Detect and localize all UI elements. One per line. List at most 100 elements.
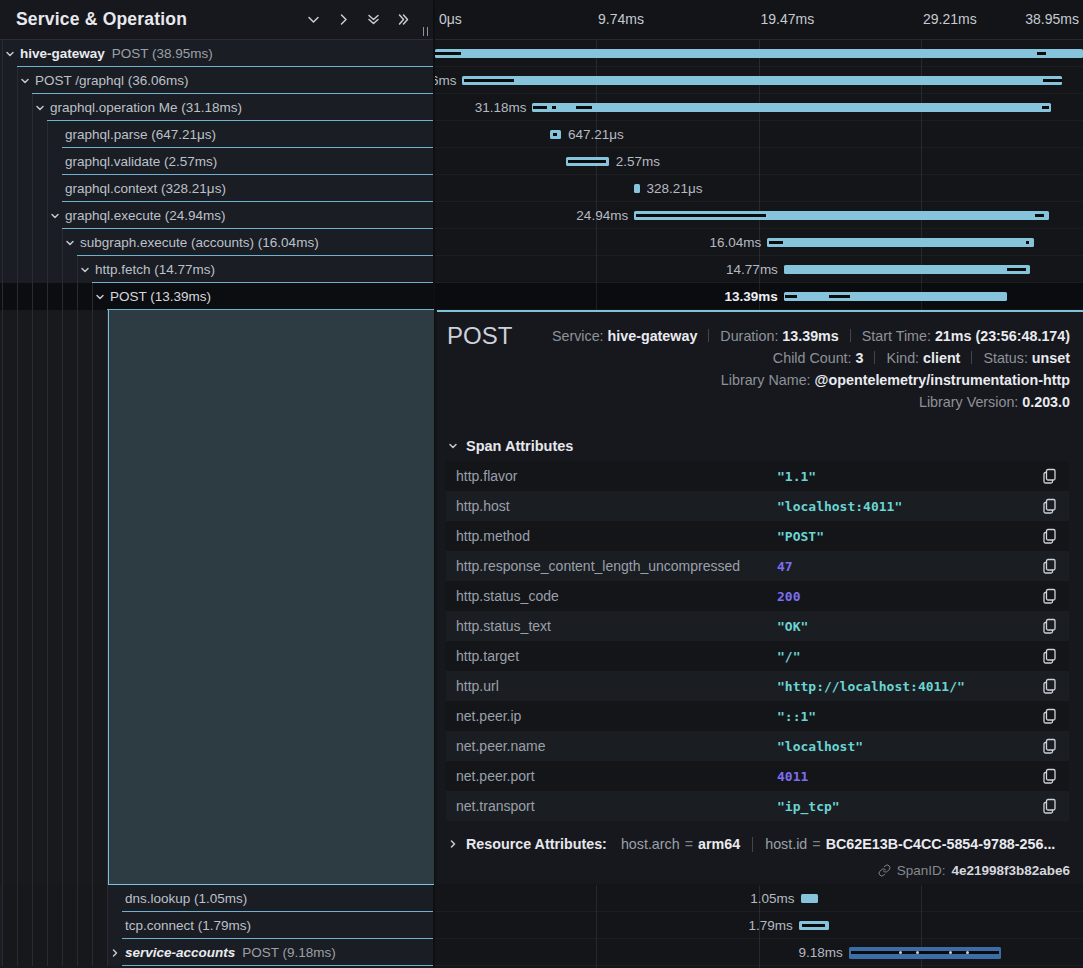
expand-one-icon[interactable] bbox=[336, 12, 351, 27]
resource-value: BC62E13B-C4CC-5854-9788-256... bbox=[826, 836, 1056, 852]
ruler-tick: 19.47ms bbox=[761, 11, 815, 27]
span-row-text: subgraph.execute (accounts) (16.04ms) bbox=[80, 235, 319, 250]
span-row[interactable]: graphql.context (328.21μs) bbox=[0, 175, 433, 202]
indent-guide bbox=[17, 310, 18, 885]
meta-label: Start Time: bbox=[862, 328, 935, 344]
span-row[interactable]: graphql.execute (24.94ms) bbox=[0, 202, 433, 229]
attribute-key: http.url bbox=[446, 678, 499, 694]
indent-guide bbox=[62, 256, 77, 283]
indent-guide bbox=[17, 885, 32, 912]
timeline-rows-bottom: 1.05ms1.79ms9.18ms bbox=[435, 885, 1083, 968]
span-attributes-header[interactable]: Span Attributes bbox=[448, 438, 573, 454]
attribute-key: http.method bbox=[446, 528, 530, 544]
span-bar[interactable] bbox=[784, 265, 1030, 274]
link-icon bbox=[878, 864, 891, 877]
span-bar[interactable] bbox=[634, 211, 1049, 220]
span-bar[interactable] bbox=[566, 157, 609, 166]
collapse-all-icon[interactable] bbox=[366, 12, 381, 27]
copy-icon[interactable] bbox=[1042, 618, 1058, 634]
child-span-marker bbox=[1007, 268, 1026, 271]
timeline-row[interactable]: 1.05ms bbox=[435, 885, 1083, 912]
span-row[interactable]: graphql.validate (2.57ms) bbox=[0, 148, 433, 175]
duration-label: 9.18ms bbox=[798, 939, 842, 966]
chevron-down-icon[interactable] bbox=[47, 202, 62, 229]
span-row[interactable]: POST /graphql (36.06ms) bbox=[0, 67, 433, 94]
collapse-one-icon[interactable] bbox=[306, 12, 321, 27]
span-bar[interactable] bbox=[801, 894, 818, 903]
operation-label: tcp.connect (1.79ms) bbox=[125, 918, 251, 933]
chevron-right-icon[interactable] bbox=[107, 939, 122, 966]
copy-icon[interactable] bbox=[1042, 528, 1058, 544]
chevron-down-icon[interactable] bbox=[32, 94, 47, 121]
span-row[interactable]: service-accountsPOST (9.18ms) bbox=[0, 939, 433, 966]
expand-all-icon[interactable] bbox=[396, 12, 411, 27]
ruler-tick: 38.95ms bbox=[1025, 11, 1079, 27]
attribute-key: http.target bbox=[446, 648, 519, 664]
span-bar[interactable] bbox=[435, 49, 1083, 58]
detail-meta-line: Library Name: @opentelemetry/instrumenta… bbox=[552, 369, 1070, 391]
duration-label: 16.04ms bbox=[709, 229, 761, 256]
copy-icon[interactable] bbox=[1042, 498, 1058, 514]
attribute-value: "ip_tcp" bbox=[777, 799, 840, 814]
indent-guide bbox=[17, 256, 32, 283]
span-bar[interactable] bbox=[550, 130, 561, 139]
chevron-down-icon[interactable] bbox=[2, 40, 17, 67]
divider bbox=[752, 837, 753, 852]
attribute-row: http.method"POST" bbox=[446, 521, 1069, 551]
timeline-row[interactable]: 14.77ms bbox=[435, 256, 1083, 283]
row-divider bbox=[32, 93, 433, 94]
span-bar[interactable] bbox=[849, 947, 1002, 959]
span-row[interactable]: graphql.operation Me (31.18ms) bbox=[0, 94, 433, 121]
span-attributes-table: http.flavor"1.1"http.host"localhost:4011… bbox=[446, 461, 1069, 821]
timeline-row[interactable]: 13.39ms bbox=[435, 283, 1083, 310]
indent-guide bbox=[32, 912, 47, 939]
indent-guide bbox=[62, 283, 77, 310]
copy-icon[interactable] bbox=[1042, 738, 1058, 754]
indent-guide bbox=[62, 939, 77, 966]
span-bar[interactable] bbox=[784, 292, 1007, 301]
span-row[interactable]: graphql.parse (647.21μs) bbox=[0, 121, 433, 148]
child-span-marker bbox=[533, 106, 546, 109]
chevron-down-icon[interactable] bbox=[92, 283, 107, 310]
meta-value: client bbox=[923, 350, 960, 366]
copy-icon[interactable] bbox=[1042, 798, 1058, 814]
timeline-row[interactable]: 1.79ms bbox=[435, 912, 1083, 939]
chevron-down-icon[interactable] bbox=[62, 229, 77, 256]
resource-attributes-row[interactable]: Resource Attributes:host.arch=arm64host.… bbox=[448, 836, 1055, 852]
chevron-down-icon[interactable] bbox=[17, 67, 32, 94]
child-span-marker bbox=[802, 924, 824, 927]
span-row[interactable]: http.fetch (14.77ms) bbox=[0, 256, 433, 283]
span-bar[interactable] bbox=[532, 103, 1051, 112]
copy-icon[interactable] bbox=[1042, 558, 1058, 574]
span-row[interactable]: hive-gatewayPOST (38.95ms) bbox=[0, 40, 433, 67]
copy-icon[interactable] bbox=[1042, 708, 1058, 724]
copy-icon[interactable] bbox=[1042, 768, 1058, 784]
attribute-key: net.transport bbox=[446, 798, 535, 814]
indent-guide bbox=[92, 885, 107, 912]
copy-icon[interactable] bbox=[1042, 468, 1058, 484]
span-row-text: POST (13.39ms) bbox=[110, 289, 211, 304]
indent-guide bbox=[62, 885, 77, 912]
copy-icon[interactable] bbox=[1042, 648, 1058, 664]
timeline-row[interactable]: 16.04ms bbox=[435, 229, 1083, 256]
indent-guide bbox=[47, 283, 62, 310]
span-row[interactable]: POST (13.39ms) bbox=[0, 283, 433, 310]
column-resizer[interactable] bbox=[423, 27, 429, 36]
span-row[interactable]: subgraph.execute (accounts) (16.04ms) bbox=[0, 229, 433, 256]
span-row-text: graphql.operation Me (31.18ms) bbox=[50, 100, 242, 115]
indent-guide bbox=[2, 67, 17, 94]
span-bar[interactable] bbox=[634, 184, 639, 193]
span-bar[interactable] bbox=[799, 921, 829, 930]
span-row[interactable]: tcp.connect (1.79ms) bbox=[0, 912, 433, 939]
span-row[interactable]: dns.lookup (1.05ms) bbox=[0, 885, 433, 912]
indent-guide bbox=[92, 939, 107, 966]
copy-icon[interactable] bbox=[1042, 588, 1058, 604]
chevron-down-icon[interactable] bbox=[77, 256, 92, 283]
copy-icon[interactable] bbox=[1042, 678, 1058, 694]
row-divider bbox=[62, 228, 433, 229]
span-bar[interactable] bbox=[767, 238, 1034, 247]
attribute-row: http.host"localhost:4011" bbox=[446, 491, 1069, 521]
indent-guide bbox=[17, 94, 32, 121]
row-divider bbox=[92, 282, 433, 283]
span-bar[interactable] bbox=[462, 76, 1062, 85]
